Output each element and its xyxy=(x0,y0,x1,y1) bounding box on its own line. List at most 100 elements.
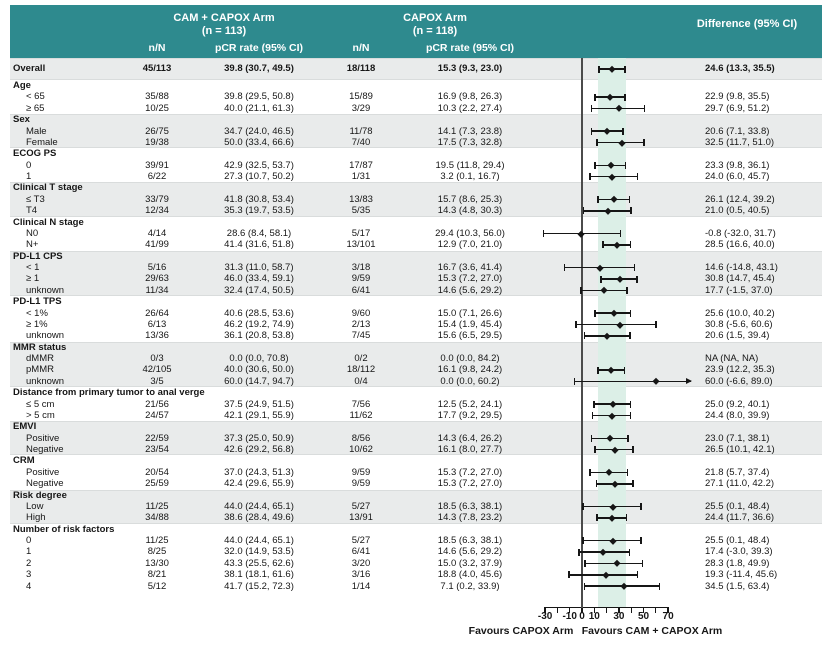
empty-cell xyxy=(326,80,396,91)
subgroup-label: Negative xyxy=(26,444,64,455)
nn-capox-value: 1/31 xyxy=(351,171,371,182)
reference-zero-line xyxy=(581,353,583,365)
subgroup-block: Sex Male 26/75 34.7 (24.0, 46.5) 11/78 14.1 (… xyxy=(10,114,822,149)
pcr-cam-value: 40.0 (21.1, 61.3) xyxy=(224,102,294,114)
nn-capox-value: 18/112 xyxy=(346,364,376,376)
ci-cap-high xyxy=(623,366,626,374)
axis-tick xyxy=(593,608,595,613)
reference-zero-line xyxy=(581,466,583,479)
empty-cell xyxy=(326,148,396,159)
pcr-cam-value: 39.8 (30.7, 49.5) xyxy=(224,63,294,74)
overall-ci-band xyxy=(598,114,626,126)
forest-plot-cell xyxy=(544,239,682,251)
nn-capox-value: 5/27 xyxy=(351,535,371,546)
empty-cell xyxy=(396,80,544,91)
forest-plot-cell xyxy=(544,421,682,433)
nn-cam-value: 13/36 xyxy=(145,330,169,342)
reference-zero-line xyxy=(581,398,583,410)
nn-cam-value: 42/105 xyxy=(142,364,172,376)
axis-tick-label: 70 xyxy=(662,610,674,622)
forest-plot-cell xyxy=(544,114,682,126)
group-header-row: Clinical T stage xyxy=(10,182,822,194)
forest-plot-cell xyxy=(544,80,682,92)
overall-ci-band xyxy=(598,591,626,607)
pcr-cam-value: 38.1 (18.1, 61.6) xyxy=(224,569,294,581)
nn-capox-value: 5/17 xyxy=(351,227,371,239)
reference-zero-line xyxy=(581,136,583,149)
subgroup-row: 0 39/91 42.9 (32.5, 53.7) 17/87 19.5 (11.8, … xyxy=(10,159,822,171)
nn-cam-value: 25/59 xyxy=(145,478,169,490)
arm1-title: CAM + CAPOX Arm xyxy=(173,12,275,24)
pcr-capox-value: 12.5 (5.2, 24.1) xyxy=(437,398,503,410)
empty-cell xyxy=(396,182,544,193)
subgroup-row: dMMR 0/3 0.0 (0.0, 70.8) 0/2 0.0 (0.0, 84.2)… xyxy=(10,353,822,365)
pcr-cam-value: 37.3 (25.0, 50.9) xyxy=(224,432,294,444)
subgroup-row: Positive 20/54 37.0 (24.3, 51.3) 9/59 15.3 (… xyxy=(10,466,822,479)
nn-capox-value: 3/18 xyxy=(351,262,371,273)
axis-tick xyxy=(642,608,645,613)
pcr-cam-value: 50.0 (33.4, 66.6) xyxy=(224,136,294,148)
subgroup-row: 4 5/12 41.7 (15.2, 72.3) 1/14 7.1 (0.2, 33.9… xyxy=(10,580,822,592)
ci-cap-low xyxy=(589,173,591,181)
pcr-cam-value: 46.2 (19.2, 74.9) xyxy=(224,318,294,330)
reference-zero-line xyxy=(581,341,583,353)
nn-cam-value: 0/3 xyxy=(150,353,164,364)
subgroup-block: MMR status dMMR 0/3 0.0 (0.0, 70.8) 0/2 0.0 (… xyxy=(10,341,822,388)
pcr-cam-value: 0.0 (0.0, 70.8) xyxy=(229,353,289,364)
difference-value: 24.6 (13.3, 35.5) xyxy=(705,63,775,74)
pcr-cam-value: 43.3 (25.5, 62.6) xyxy=(224,557,294,569)
group-header-row: MMR status xyxy=(10,341,822,353)
subgroup-label: < 65 xyxy=(26,91,45,103)
ci-cap-high xyxy=(636,173,639,181)
empty-cell xyxy=(326,342,396,353)
pcr-cam-value: 36.1 (20.8, 53.8) xyxy=(224,330,294,342)
forest-plot-cell xyxy=(544,125,682,137)
group-header-row: Sex xyxy=(10,114,822,126)
nn-capox-value: 13/83 xyxy=(349,193,373,205)
group-header-row: PD-L1 TPS xyxy=(10,296,822,308)
ci-cap-low xyxy=(602,241,604,249)
axis-tick-label: -30 xyxy=(537,610,553,622)
empty-cell xyxy=(122,80,192,91)
empty-cell xyxy=(682,387,822,398)
subgroup-label: dMMR xyxy=(26,353,54,364)
subgroup-row: ≥ 65 10/25 40.0 (21.1, 61.3) 3/29 10.3 (2.2,… xyxy=(10,102,822,115)
subgroup-label: T4 xyxy=(26,205,38,217)
group-label: Distance from primary tumor to anal verg… xyxy=(13,387,205,399)
col-header-pcr-capox: pCR rate (95% CI) xyxy=(425,42,515,54)
forest-plot-cell xyxy=(544,387,682,399)
nn-capox-value: 3/29 xyxy=(351,102,371,114)
forest-plot-cell xyxy=(544,148,682,160)
group-header-row: Distance from primary tumor to anal verg… xyxy=(10,387,822,399)
table-body: Overall 45/113 39.8 (30.7, 49.5) 18/118 15.3… xyxy=(10,58,822,592)
ci-cap-high xyxy=(643,139,645,147)
ci-cap-low xyxy=(594,161,596,169)
empty-cell xyxy=(396,296,544,307)
empty-cell xyxy=(192,217,326,228)
empty-cell xyxy=(192,524,326,535)
subgroup-block: Number of risk factors 0 11/25 44.0 (24.4, … xyxy=(10,523,822,592)
forest-plot-cell xyxy=(544,250,682,262)
ci-line xyxy=(575,323,657,326)
difference-value: 60.0 (-6.6, 89.0) xyxy=(705,375,773,387)
forest-plot-cell xyxy=(544,444,682,456)
nn-cam-value: 11/25 xyxy=(145,500,169,512)
subgroup-row: N+ 41/99 41.4 (31.6, 51.8) 13/101 12.9 (7.0,… xyxy=(10,239,822,251)
pcr-cam-value: 40.0 (30.6, 50.0) xyxy=(224,364,294,376)
subgroup-label: 0 xyxy=(26,159,32,171)
group-header-row: Age xyxy=(10,80,822,92)
nn-cam-value: 33/79 xyxy=(145,193,169,205)
ci-cap-high xyxy=(625,514,627,522)
reference-zero-line xyxy=(581,239,583,251)
pcr-capox-value: 17.5 (7.3, 32.8) xyxy=(437,136,503,148)
pcr-capox-value: 14.6 (5.6, 29.2) xyxy=(437,546,503,558)
reference-zero-line xyxy=(581,102,583,115)
ci-cap-high xyxy=(629,400,632,408)
subgroup-label: Positive xyxy=(26,466,60,478)
forest-plot-cell xyxy=(544,489,682,501)
arrow-right-icon xyxy=(685,378,692,385)
pcr-capox-value: 0.0 (0.0, 60.2) xyxy=(440,375,500,387)
reference-zero-line xyxy=(581,307,583,319)
ci-cap-low xyxy=(596,514,598,522)
ci-cap-low xyxy=(595,480,597,488)
